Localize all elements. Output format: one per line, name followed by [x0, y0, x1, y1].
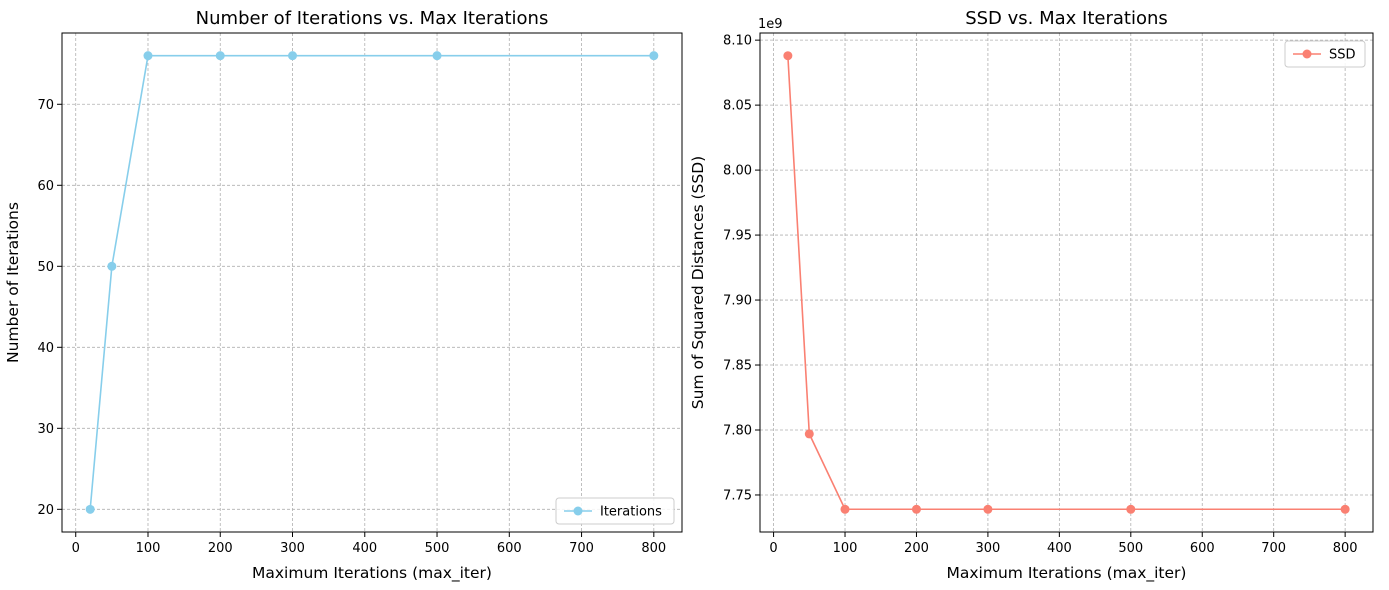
x-tick-label: 400 — [1047, 541, 1072, 556]
chart-title: SSD vs. Max Iterations — [965, 8, 1168, 29]
y-tick-label: 7.75 — [723, 488, 752, 503]
data-point — [107, 261, 117, 271]
data-point — [215, 51, 225, 61]
x-tick-label: 600 — [497, 541, 522, 556]
y-tick-label: 7.85 — [723, 359, 752, 374]
data-point — [983, 504, 993, 514]
y-tick-label: 8.10 — [723, 34, 752, 49]
data-point — [649, 51, 659, 61]
plot-frame — [759, 32, 1374, 533]
data-point — [288, 51, 298, 61]
y-tick-label: 60 — [37, 179, 54, 194]
x-tick-label: 100 — [833, 541, 858, 556]
legend-box — [1284, 40, 1366, 68]
x-axis-label: Maximum Iterations (max_iter) — [947, 564, 1187, 583]
chart-1: 0 100 200 300 400 500 600 700 800 20 30 40 50 60 70 Num… — [4, 8, 683, 583]
data-point — [1340, 504, 1350, 514]
data-point — [840, 504, 850, 514]
y-tick-label: 7.95 — [723, 229, 752, 244]
legend-label: Iterations — [600, 505, 662, 520]
x-tick-label: 400 — [352, 541, 377, 556]
data-point — [432, 51, 442, 61]
x-tick-label: 200 — [904, 541, 929, 556]
series-line — [787, 55, 1346, 511]
x-tick-label: 0 — [72, 541, 80, 556]
data-point — [911, 504, 921, 514]
x-tick-label: 300 — [280, 541, 305, 556]
chart-2: 0 100 200 300 400 500 600 700 800 7.75 7.80 7.85 7.9… — [689, 8, 1374, 583]
legend: SSD — [1284, 40, 1366, 68]
y-axis-label: Sum of Squared Distances (SSD) — [689, 156, 707, 409]
x-tick-label: 300 — [975, 541, 1000, 556]
legend-label: SSD — [1329, 48, 1356, 63]
x-tick-label: 800 — [1333, 541, 1358, 556]
x-tick-label: 100 — [136, 541, 161, 556]
y-tick-label: 70 — [37, 98, 54, 113]
chart-title: Number of Iterations vs. Max Iterations — [196, 8, 549, 29]
x-tick-label: 700 — [569, 541, 594, 556]
y-tick-label: 7.80 — [723, 423, 752, 438]
y-axis-label: Number of Iterations — [4, 202, 22, 363]
y-offset-text: 1e9 — [758, 17, 783, 32]
x-axis-label: Maximum Iterations (max_iter) — [252, 564, 492, 583]
legend-marker — [573, 506, 583, 516]
y-tick-label: 30 — [37, 422, 54, 437]
y-tick-label: 40 — [37, 341, 54, 356]
legend: Iterations — [555, 497, 675, 525]
y-tick-label: 8.00 — [723, 164, 752, 179]
y-tick-label: 20 — [37, 503, 54, 518]
series-line — [89, 54, 654, 510]
x-tick-label: 600 — [1190, 541, 1215, 556]
legend-box — [555, 497, 675, 525]
y-tick-label: 50 — [37, 260, 54, 275]
grid — [760, 33, 1373, 532]
data-point — [783, 51, 793, 61]
x-tick-label: 200 — [208, 541, 233, 556]
data-point — [143, 51, 153, 61]
grid — [62, 33, 682, 532]
data-point — [85, 504, 95, 514]
data-point — [804, 429, 814, 439]
data-point — [1126, 504, 1136, 514]
y-tick-label: 7.90 — [723, 294, 752, 309]
x-tick-label: 500 — [425, 541, 450, 556]
y-tick-label: 8.05 — [723, 99, 752, 114]
x-tick-label: 500 — [1118, 541, 1143, 556]
x-tick-label: 0 — [769, 541, 777, 556]
plot-frame — [61, 32, 683, 533]
x-tick-label: 700 — [1261, 541, 1286, 556]
x-tick-label: 800 — [641, 541, 666, 556]
legend-marker — [1302, 49, 1312, 59]
